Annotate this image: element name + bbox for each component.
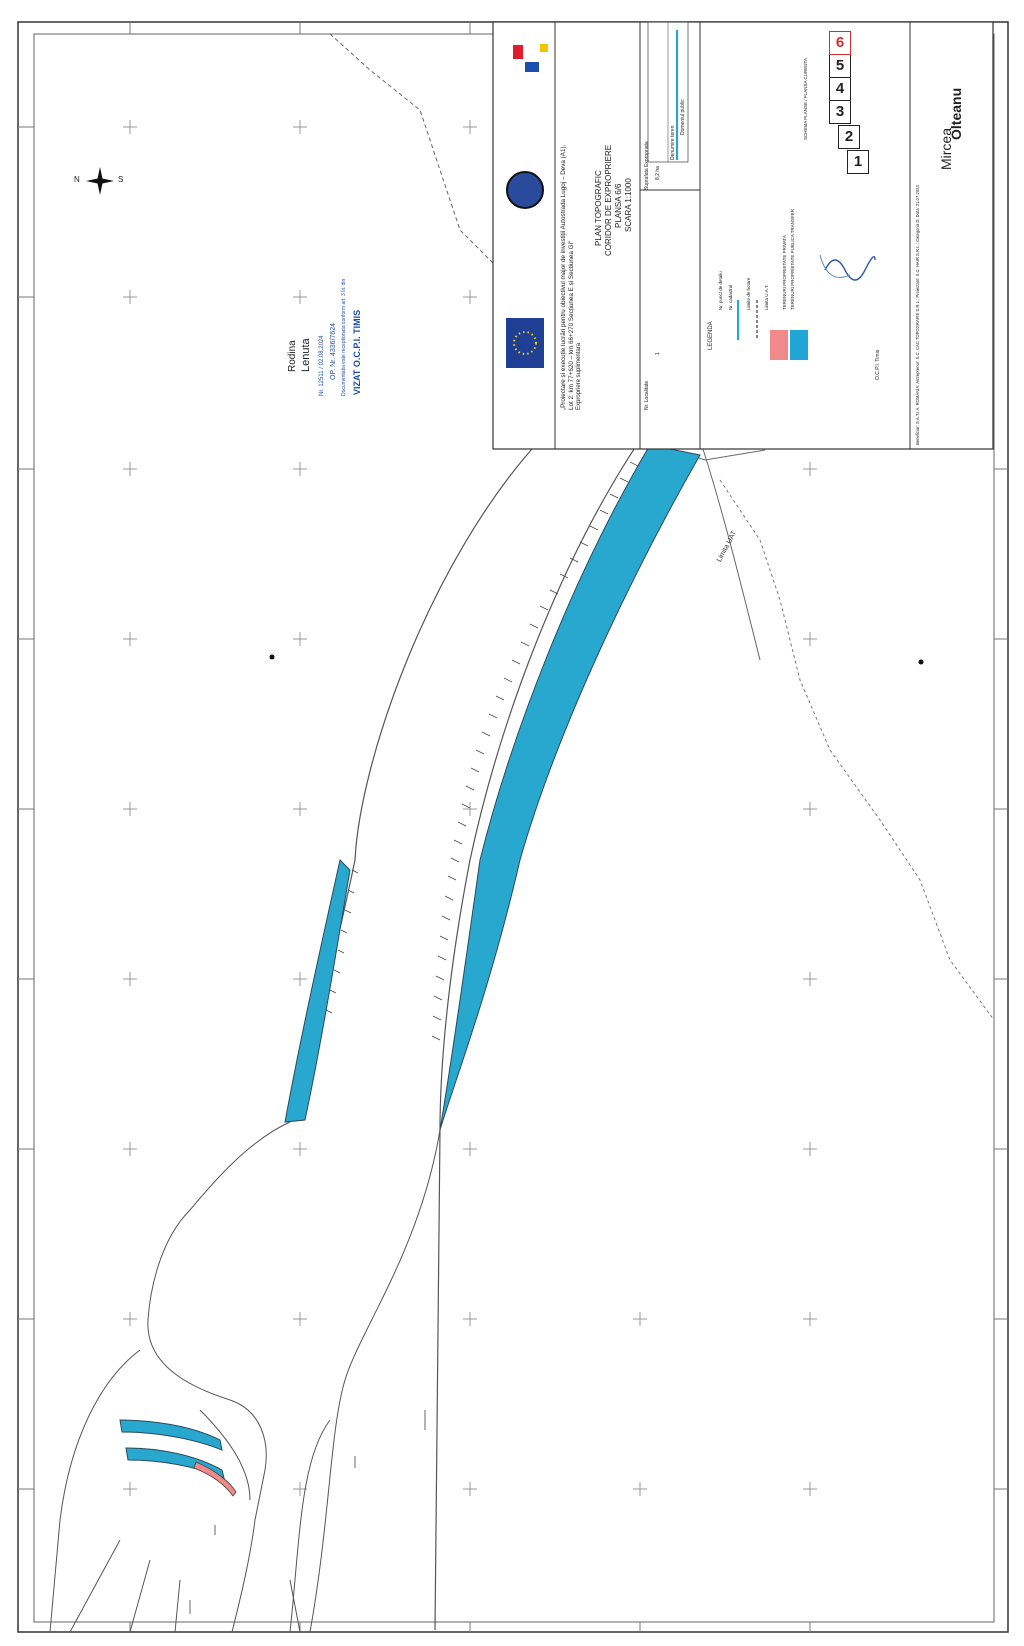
frame-ticks: [18, 22, 1008, 1632]
private-parcel-small: [193, 1461, 237, 1497]
table-row-1: 1: [655, 352, 661, 355]
page-box-3: 3: [829, 100, 851, 124]
company-text: Beneficiar: S.A.T.I.A. ROMANIA; Antrepre…: [915, 185, 920, 445]
parcel-boundaries: [49, 1121, 441, 1633]
subtitle-2: Expropriere suplimentara: [576, 342, 582, 410]
legend-title: LEGENDA: [708, 321, 714, 350]
ocpi-signature: [824, 256, 876, 281]
sheet-number: PLANSA 6/6: [614, 183, 623, 228]
small-marks: [189, 1410, 426, 1614]
project-subtitle: Lot 2: km 77+620 – km 66+270 Secțiunea E…: [568, 240, 575, 410]
corridor-right-boundary: [434, 439, 641, 1631]
plan-assembly-label: SCHEMA PLANSE / PLANSA CURENTA: [803, 58, 808, 140]
survey-point: [269, 654, 275, 660]
page-box-4: 4: [829, 77, 851, 101]
legend-swatch-public: [790, 330, 808, 360]
stamp-line-2: Documentatia este receptionata conform a…: [341, 278, 347, 396]
side-road: [699, 439, 761, 661]
legend-item-1: Nr. punct de detaliu: [718, 271, 723, 310]
dashed-boundary: [329, 33, 521, 301]
compass-south: S: [118, 175, 124, 184]
eu-flag-logo: [506, 318, 544, 368]
legend-swatch-private: [770, 330, 788, 360]
stamp-line-4: Nr. 12511 / 02.08.2024: [319, 335, 325, 396]
title-block: „Proiectare și execuție lucrări pentru o…: [520, 20, 990, 450]
ministry-seal-logo: [506, 171, 544, 209]
page-box-6-current: 6: [829, 31, 851, 55]
table-header-2: Suprafata Expropriata: [644, 141, 650, 190]
stamp-line-1: VIZAT O.C.P.I. TIMIS: [352, 309, 362, 395]
legend-item-3: Limite de hotare: [746, 277, 751, 310]
plan-title: PLAN TOPOGRAFIC: [594, 170, 603, 246]
table-row-3: Domeniul public: [680, 99, 686, 135]
company-logo: [513, 44, 548, 72]
plan-scale: SCARA 1:1000: [624, 178, 633, 232]
expropriation-strip-small-2: [125, 1447, 225, 1479]
legend-item-6: TERENURI PROPRIETATE PUBLICA TRANSFER: [790, 208, 795, 310]
table-header-3: Denumire teren: [670, 125, 676, 160]
coordinate-grid-crosses: [123, 120, 817, 1496]
legend-item-5: TERENURI PROPRIETATE PRIVATA: [782, 235, 787, 310]
stamp-signer-2: Rodina: [287, 340, 298, 372]
project-title: „Proiectare și execuție lucrări pentru o…: [560, 144, 567, 410]
ocpi-label: O.C.P.I. Timis: [875, 349, 881, 380]
page-box-1: 1: [847, 150, 869, 174]
north-arrow: N S: [74, 165, 123, 197]
expropriation-strip-secondary: [284, 859, 351, 1123]
signer-name-2: Olteanu: [948, 87, 964, 140]
table-row-2: 8,2 ha: [655, 166, 661, 180]
uat-limit-line: [719, 479, 995, 1021]
table-header-1: Nr. Localitate: [644, 380, 650, 410]
legend-item-2: Nr. cadastral: [728, 284, 733, 310]
expropriation-strip-main: [439, 444, 701, 1131]
page-box-5: 5: [829, 54, 851, 78]
page-box-2: 2: [838, 125, 860, 149]
legend-item-4: Limita U.A.T.: [764, 284, 769, 310]
stamp-signer-1: Lenuta: [300, 338, 312, 372]
corridor-title: CORIDOR DE EXPROPRIERE: [604, 144, 613, 256]
survey-point: [918, 659, 924, 665]
compass-icon: [86, 167, 114, 195]
stamp-line-3: OP. Nr. 4336/7624: [330, 322, 337, 380]
chainage-ticks: [325, 445, 649, 1041]
compass-north: N: [74, 175, 80, 184]
expropriation-strip-small-1: [119, 1419, 223, 1451]
